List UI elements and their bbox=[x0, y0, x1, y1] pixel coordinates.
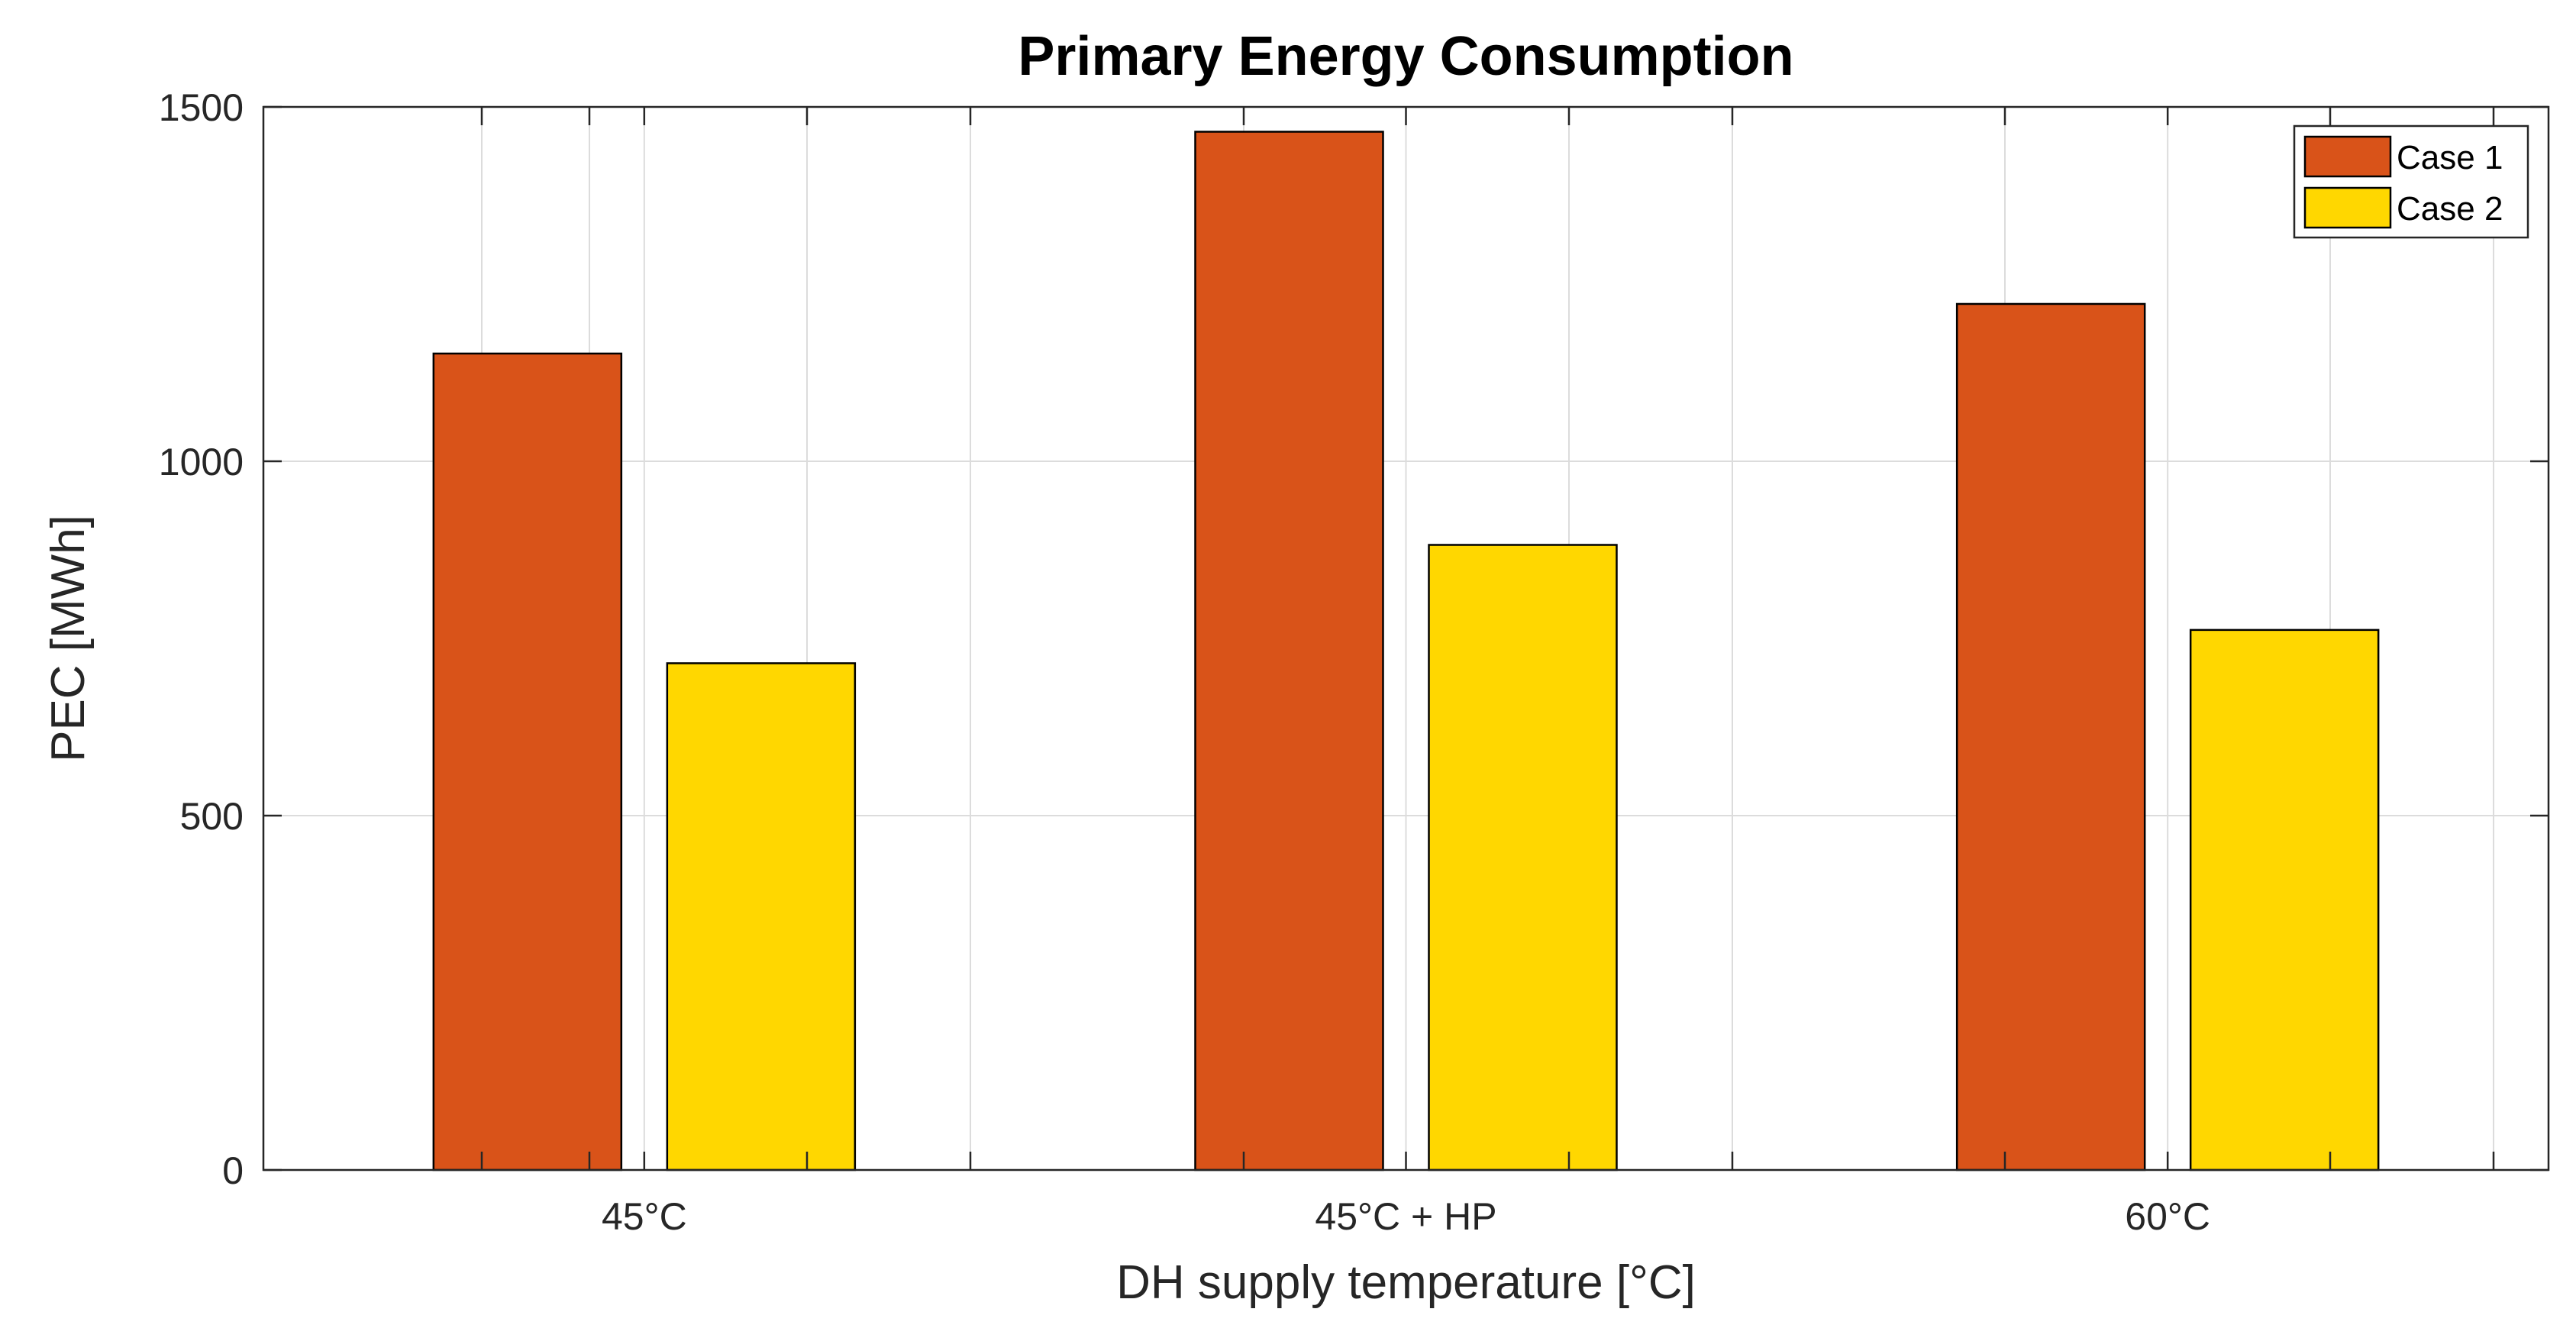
legend-entry-label: Case 1 bbox=[2397, 139, 2503, 176]
legend-entry-label: Case 2 bbox=[2397, 190, 2503, 228]
y-tick-label: 1000 bbox=[159, 441, 244, 483]
x-axis-label: DH supply temperature [°C] bbox=[1116, 1256, 1696, 1309]
axis-ticks: 45°C 45°C + HP 60°C 0 500 1000 1500 bbox=[159, 86, 2549, 1238]
legend-swatch bbox=[2303, 186, 2392, 229]
y-tick-label: 0 bbox=[222, 1149, 244, 1192]
x-tick-label: 45°C + HP bbox=[1315, 1195, 1496, 1238]
x-tick-label: 60°C bbox=[2125, 1195, 2210, 1238]
legend-swatch bbox=[2303, 135, 2392, 178]
bar-case-2-2 bbox=[2189, 629, 2380, 1171]
y-tick-label: 500 bbox=[180, 795, 244, 838]
bar-case-1-1 bbox=[1194, 131, 1384, 1171]
bar-case-2-0 bbox=[666, 662, 857, 1171]
bars bbox=[432, 131, 2380, 1171]
chart-title: Primary Energy Consumption bbox=[1018, 26, 1793, 87]
x-tick-label: 45°C bbox=[602, 1195, 687, 1238]
bar-case-1-2 bbox=[1955, 302, 2146, 1171]
legend: Case 1 Case 2 bbox=[2293, 124, 2529, 239]
y-axis-label: PEC [MWh] bbox=[42, 515, 95, 762]
bar-case-2-1 bbox=[1428, 544, 1618, 1171]
y-tick-label: 1500 bbox=[159, 86, 244, 129]
bar-case-1-0 bbox=[432, 352, 623, 1171]
